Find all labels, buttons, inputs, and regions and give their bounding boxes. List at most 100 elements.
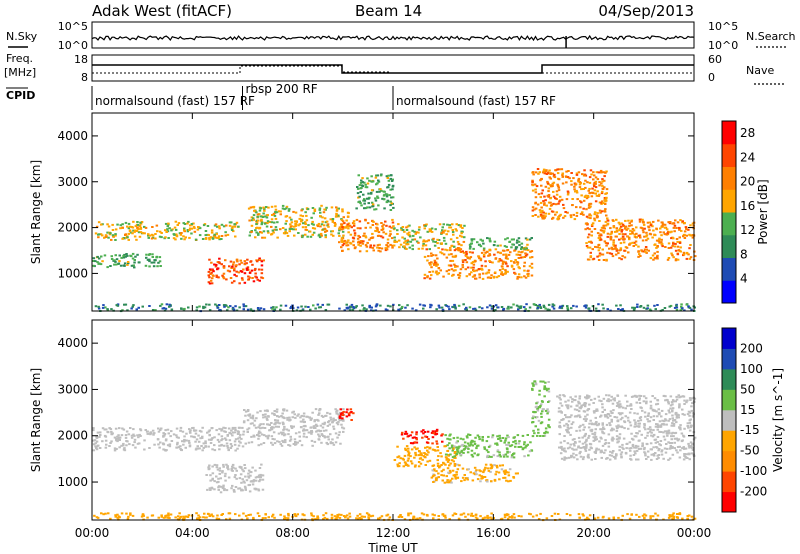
heatmap-cell — [610, 252, 614, 255]
heatmap-cell — [167, 237, 170, 239]
heatmap-cell — [674, 259, 678, 262]
heatmap-cell — [390, 237, 394, 240]
heatmap-cell — [241, 478, 244, 481]
heatmap-cell — [379, 174, 383, 177]
heatmap-cell — [602, 259, 606, 261]
heatmap-cell — [201, 449, 204, 452]
heatmap-cell — [490, 465, 494, 468]
heatmap-cell — [442, 236, 446, 239]
heatmap-cell — [273, 309, 276, 311]
heatmap-cell — [208, 258, 211, 261]
heatmap-cell — [210, 271, 213, 274]
heatmap-cell — [639, 419, 643, 422]
heatmap-cell — [217, 261, 221, 264]
heatmap-cell — [592, 171, 595, 174]
heatmap-cell — [425, 240, 429, 243]
heatmap-cell — [148, 234, 152, 237]
heatmap-cell — [216, 267, 220, 270]
heatmap-cell — [641, 218, 644, 221]
heatmap-cell — [230, 229, 234, 231]
heatmap-cell — [160, 236, 163, 239]
heatmap-cell — [230, 487, 233, 490]
heatmap-cell — [615, 249, 619, 252]
heatmap-cell — [659, 227, 662, 230]
heatmap-cell — [270, 205, 274, 208]
heatmap-cell — [232, 466, 235, 469]
heatmap-cell — [647, 226, 651, 229]
heatmap-cell — [275, 228, 278, 231]
heatmap-cell — [488, 248, 491, 251]
heatmap-cell — [437, 272, 441, 275]
heatmap-cell — [456, 463, 459, 466]
heatmap-cell — [459, 225, 462, 228]
heatmap-cell — [93, 439, 97, 442]
heatmap-cell — [242, 470, 245, 473]
heatmap-cell — [330, 517, 334, 520]
heatmap-cell — [558, 168, 561, 171]
heatmap-cell — [565, 181, 568, 184]
heatmap-cell — [464, 515, 467, 518]
heatmap-cell — [610, 246, 614, 249]
heatmap-cell — [606, 232, 610, 235]
heatmap-cell — [470, 266, 473, 269]
heatmap-cell — [327, 438, 330, 441]
heatmap-cell — [330, 513, 334, 516]
heatmap-cell — [607, 400, 610, 403]
heatmap-cell — [148, 258, 151, 261]
heatmap-cell — [516, 472, 519, 475]
heatmap-cell — [372, 244, 376, 247]
heatmap-cell — [589, 251, 592, 254]
heatmap-cell — [267, 231, 270, 234]
heatmap-cell — [213, 233, 216, 236]
heatmap-cell — [273, 410, 276, 412]
heatmap-cell — [328, 412, 332, 415]
heatmap-cell — [211, 274, 215, 277]
heatmap-cell — [122, 442, 125, 445]
nave-tick-low: 0 — [708, 71, 715, 84]
heatmap-cell — [231, 265, 234, 268]
heatmap-cell — [668, 222, 672, 225]
heatmap-cell — [358, 513, 362, 516]
heatmap-cell — [251, 466, 254, 469]
heatmap-cell — [282, 441, 285, 444]
heatmap-cell — [628, 222, 631, 225]
heatmap-cell — [514, 472, 518, 475]
heatmap-cell — [566, 426, 570, 429]
heatmap-cell — [268, 429, 271, 432]
heatmap-cell — [110, 440, 113, 443]
heatmap-cell — [664, 246, 667, 248]
heatmap-cell — [426, 460, 429, 463]
heatmap-cell — [611, 451, 614, 454]
heatmap-cell — [367, 192, 370, 195]
heatmap-cell — [540, 184, 543, 187]
heatmap-cell — [456, 450, 459, 453]
heatmap-cell — [125, 253, 128, 255]
heatmap-cell — [127, 262, 130, 265]
heatmap-cell — [521, 256, 524, 259]
heatmap-cell — [557, 513, 560, 515]
heatmap-cell — [589, 443, 593, 446]
heatmap-cell — [450, 444, 454, 447]
heatmap-cell — [370, 180, 374, 183]
heatmap-cell — [580, 194, 583, 197]
heatmap-cell — [488, 260, 491, 262]
heatmap-cell — [121, 427, 124, 430]
heatmap-cell — [651, 395, 654, 397]
heatmap-cell — [525, 248, 528, 251]
heatmap-cell — [603, 175, 606, 178]
heatmap-cell — [300, 218, 303, 221]
heatmap-cell — [360, 179, 363, 182]
heatmap-cell — [610, 412, 613, 415]
heatmap-cell — [667, 419, 670, 422]
heatmap-cell — [356, 187, 360, 190]
heatmap-cell — [534, 411, 537, 414]
heatmap-cell — [240, 481, 243, 484]
heatmap-cell — [585, 418, 588, 421]
heatmap-cell — [375, 183, 378, 186]
heatmap-cell — [232, 489, 236, 491]
heatmap-cell — [679, 395, 683, 398]
heatmap-cell — [593, 517, 597, 520]
heatmap-cell — [235, 221, 239, 224]
heatmap-cell — [352, 220, 356, 223]
heatmap-cell — [559, 398, 562, 401]
